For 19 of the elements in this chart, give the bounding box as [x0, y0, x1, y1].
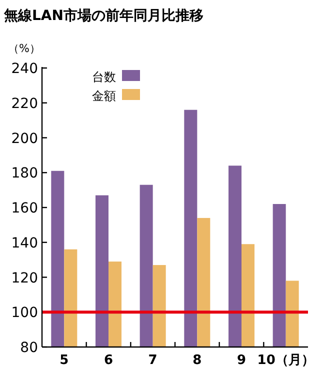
y-tick-label: 200 — [11, 130, 38, 147]
y-tick-label: 160 — [11, 200, 38, 216]
x-tick-label: 5 — [60, 353, 69, 368]
x-tick-label: 6 — [104, 353, 114, 368]
y-tick-label: 100 — [11, 305, 38, 322]
y-tick-label: 140 — [11, 235, 38, 252]
y-tick-label: 180 — [11, 166, 38, 182]
y-tick-label: 80 — [20, 340, 38, 356]
y-axis-title: （%） — [8, 42, 40, 55]
x-tick-label: 9 — [236, 353, 246, 368]
legend-label: 金額 — [92, 89, 116, 103]
legend-label: 台数 — [92, 70, 116, 84]
x-tick-label: 8 — [192, 353, 202, 368]
x-tick-label: 7 — [148, 353, 158, 368]
y-tick-label: 220 — [11, 96, 38, 112]
y-tick-label: 240 — [11, 61, 38, 77]
x-tick-label: 10（月） — [257, 353, 314, 368]
chart-title: 無線LAN市場の前年同月比推移 — [3, 7, 204, 24]
y-tick-label: 120 — [11, 270, 38, 286]
